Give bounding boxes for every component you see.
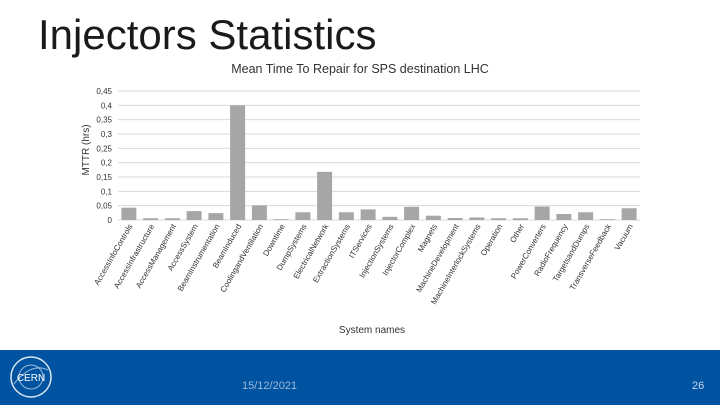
bar-machineinterlocksystems [469, 217, 485, 220]
bar-coolingandventilation [251, 205, 267, 220]
bar-other [512, 218, 528, 220]
mttr-bar-chart: 0 0,05 0,1 0,15 0,2 0,25 0,3 0,35 0,4 0,45 Access… [81, 87, 640, 336]
bar-targetsanddumps [578, 212, 594, 220]
cern-logo: CERN [10, 356, 52, 398]
bar-transversefeedback [599, 219, 615, 220]
bar-vacuum [621, 208, 637, 220]
bar-injectorcomplex [404, 206, 420, 220]
x-axis-ticks: AccessInfoControlsAccessInfrastructureAc… [92, 222, 635, 306]
y-tick-label: 0,1 [101, 187, 113, 196]
y-tick-label: 0 [108, 216, 113, 225]
bar-injectionsystems [382, 216, 398, 220]
x-tick-label: Magnets [416, 223, 439, 254]
y-tick-label: 0,45 [96, 87, 112, 96]
bar-dumpsystems [295, 212, 311, 220]
gridlines [118, 90, 640, 221]
footer-bar: CERN [0, 350, 720, 405]
bar-downtime [273, 219, 289, 220]
x-tick-label: CoolingandVentilation [219, 223, 265, 295]
y-axis-ticks: 0 0,05 0,1 0,15 0,2 0,25 0,3 0,35 0,4 0,45 [96, 87, 112, 225]
y-tick-label: 0,05 [96, 202, 112, 211]
y-tick-label: 0,4 [101, 101, 113, 110]
y-tick-label: 0,3 [101, 130, 113, 139]
x-tick-label: Other [508, 222, 526, 244]
page-number: 26 [692, 380, 705, 392]
y-tick-label: 0,35 [96, 116, 112, 125]
bar-accessinfocontrols [121, 207, 137, 220]
bar-itservices [360, 209, 376, 220]
bars [121, 105, 637, 220]
bar-accessmanagement [164, 218, 180, 220]
bar-extractionsystems [338, 212, 354, 220]
bar-beaminstrumentation [208, 213, 224, 220]
x-axis-label: System names [339, 325, 405, 336]
bar-electricalnetwork [317, 171, 333, 220]
bar-machinedevelopment [447, 217, 463, 220]
bar-accesssystem [186, 211, 202, 220]
bar-radiofrequency [556, 213, 572, 220]
x-tick-label: Operation [479, 223, 504, 258]
slide-title: Injectors Statistics [38, 11, 377, 58]
x-tick-label: AccessInfoControls [92, 223, 134, 287]
x-tick-label: TransverseFeedback [568, 222, 614, 292]
bar-powerconverters [534, 206, 550, 220]
bar-beaminduced [230, 105, 246, 220]
x-tick-label: Vacuum [613, 222, 635, 252]
y-axis-label: MTTR (hrs) [81, 124, 92, 175]
slide-date: 15/12/2021 [242, 380, 298, 392]
bar-magnets [425, 215, 441, 220]
svg-text:CERN: CERN [17, 373, 45, 384]
y-tick-label: 0,2 [101, 159, 113, 168]
bar-operation [491, 218, 507, 220]
chart-title: Mean Time To Repair for SPS destination … [231, 62, 489, 76]
y-tick-label: 0,15 [96, 173, 112, 182]
y-tick-label: 0,25 [96, 144, 112, 153]
bar-accessinfrastructure [143, 218, 159, 220]
